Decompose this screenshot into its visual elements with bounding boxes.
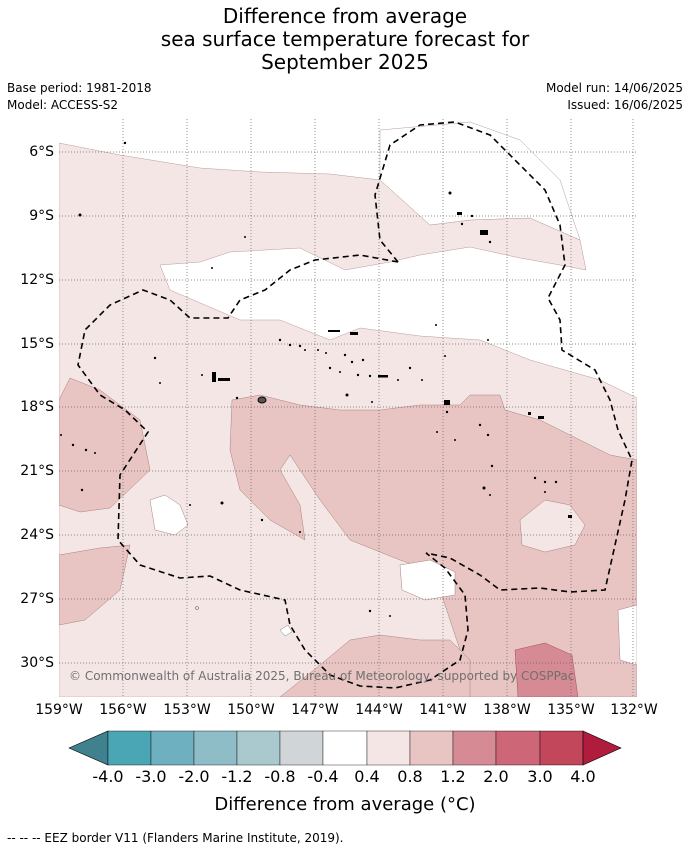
lat-label: 30°S: [20, 655, 54, 671]
colorbar-tick: -1.2: [221, 767, 253, 786]
lat-label: 24°S: [20, 527, 54, 543]
colorbar-bin: [452, 730, 497, 766]
title-line-2: sea surface temperature forecast for: [160, 27, 530, 51]
lon-label: 150°W: [227, 702, 275, 718]
colorbar: [68, 730, 622, 766]
lat-label: 21°S: [20, 463, 54, 479]
colorbar-tick: 0.8: [397, 767, 423, 786]
lon-label: 132°W: [610, 702, 658, 718]
lon-label: 135°W: [547, 702, 595, 718]
colorbar-extend-low: [68, 730, 109, 766]
colorbar-bin: [107, 730, 152, 766]
lon-label: 159°W: [35, 702, 83, 718]
colorbar-tick: 3.0: [527, 767, 553, 786]
colorbar-tick: -3.0: [135, 767, 167, 786]
colorbar-extend-high: [582, 730, 622, 766]
colorbar-tick: -0.4: [307, 767, 339, 786]
colorbar-title: Difference from average (°C): [214, 794, 476, 815]
gridlines: [59, 119, 637, 697]
title-line-3: September 2025: [261, 50, 429, 74]
map-plot-area: [59, 119, 637, 697]
colorbar-tick: -0.8: [264, 767, 296, 786]
lat-label: 9°S: [29, 208, 54, 224]
colorbar-tick: -4.0: [92, 767, 124, 786]
tahiti-island: [257, 396, 267, 404]
base-period-text: Base period: 1981-2018: [7, 81, 152, 95]
issued-text: Issued: 16/06/2025: [567, 98, 683, 112]
lon-label: 153°W: [163, 702, 211, 718]
colorbar-tick: -2.0: [178, 767, 210, 786]
colorbar-bin: [539, 730, 584, 766]
colorbar-tick: 2.0: [483, 767, 509, 786]
colorbar-bin: [322, 730, 368, 766]
colorbar-bin: [409, 730, 454, 766]
lat-label: 12°S: [20, 272, 54, 288]
lon-label: 141°W: [419, 702, 467, 718]
eez-legend-footnote: -- -- -- EEZ border V11 (Flanders Marine…: [7, 831, 344, 845]
colorbar-bin: [366, 730, 411, 766]
eez-borders: [77, 121, 633, 689]
lon-label: 144°W: [355, 702, 403, 718]
islands: [60, 141, 572, 617]
anomaly-band-2-0-3-0: [514, 642, 579, 697]
colorbar-tick: 0.4: [354, 767, 380, 786]
colorbar-tick: 4.0: [570, 767, 596, 786]
colorbar-bin: [150, 730, 195, 766]
lat-label: 27°S: [20, 591, 54, 607]
colorbar-tick: 1.2: [440, 767, 466, 786]
model-text: Model: ACCESS-S2: [7, 98, 119, 112]
lat-label: 15°S: [20, 336, 54, 352]
lat-label: 6°S: [29, 144, 54, 160]
model-run-text: Model run: 14/06/2025: [545, 81, 683, 95]
colorbar-bin: [279, 730, 324, 766]
lon-label: 147°W: [291, 702, 339, 718]
lat-label: 18°S: [20, 399, 54, 415]
lon-label: 138°W: [483, 702, 531, 718]
copyright-text: © Commonwealth of Australia 2025, Bureau…: [69, 669, 575, 683]
colorbar-bin: [236, 730, 281, 766]
colorbar-bin: [193, 730, 238, 766]
colorbar-bin: [495, 730, 541, 766]
title-line-1: Difference from average: [222, 4, 468, 28]
lon-label: 156°W: [99, 702, 147, 718]
